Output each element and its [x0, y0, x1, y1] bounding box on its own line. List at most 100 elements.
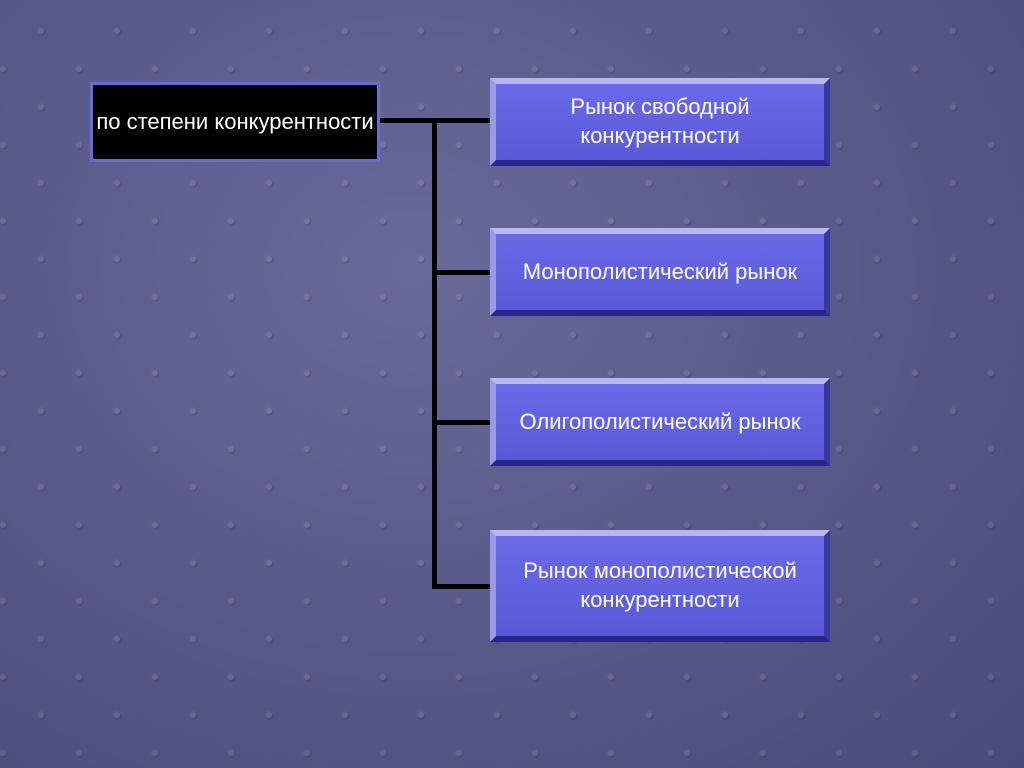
bg-dot [494, 712, 500, 718]
bg-dot [304, 66, 310, 72]
bg-dot [912, 142, 918, 148]
bg-dot [418, 484, 424, 490]
bg-dot [722, 180, 728, 186]
bg-dot [76, 142, 82, 148]
bg-dot [380, 218, 386, 224]
bg-dot [114, 332, 120, 338]
bg-dot [76, 674, 82, 680]
bg-dot [304, 674, 310, 680]
bg-dot [76, 218, 82, 224]
bg-dot [950, 28, 956, 34]
bg-dot [836, 522, 842, 528]
bg-dot [874, 408, 880, 414]
bg-dot [266, 712, 272, 718]
bg-dot [228, 218, 234, 224]
bg-dot [152, 66, 158, 72]
bg-dot [266, 636, 272, 642]
bg-dot [494, 484, 500, 490]
bg-dot [266, 28, 272, 34]
bg-dot [380, 674, 386, 680]
bg-dot [380, 294, 386, 300]
connector-branch-1 [432, 270, 490, 275]
bg-dot [38, 408, 44, 414]
bg-dot [190, 712, 196, 718]
bg-dot [646, 28, 652, 34]
bg-dot [0, 294, 6, 300]
bg-dot [304, 218, 310, 224]
bg-dot [950, 408, 956, 414]
bg-dot [570, 180, 576, 186]
bg-dot [950, 484, 956, 490]
bg-dot [494, 28, 500, 34]
bg-dot [456, 674, 462, 680]
bg-dot [38, 560, 44, 566]
bg-dot [798, 484, 804, 490]
bg-dot [988, 674, 994, 680]
bg-dot [608, 522, 614, 528]
bg-dot [76, 294, 82, 300]
bg-dot [646, 180, 652, 186]
bg-dot [836, 446, 842, 452]
bg-dot [532, 370, 538, 376]
bg-dot [76, 66, 82, 72]
bg-dot [152, 218, 158, 224]
child-box-0: Рынок свободной конкурентности [490, 78, 830, 166]
bg-dot [38, 28, 44, 34]
bg-dot [114, 408, 120, 414]
bg-dot [950, 712, 956, 718]
bg-dot [266, 560, 272, 566]
bg-dot [304, 522, 310, 528]
bg-dot [874, 28, 880, 34]
bg-dot [456, 142, 462, 148]
bg-dot [114, 636, 120, 642]
bg-dot [608, 674, 614, 680]
bg-dot [874, 636, 880, 642]
bg-dot [342, 28, 348, 34]
bg-dot [342, 408, 348, 414]
bg-dot [342, 712, 348, 718]
bg-dot [912, 446, 918, 452]
bg-dot [38, 332, 44, 338]
bg-dot [0, 522, 6, 528]
bg-dot [418, 180, 424, 186]
bg-dot [988, 294, 994, 300]
bg-dot [114, 256, 120, 262]
bg-dot [950, 180, 956, 186]
bg-dot [152, 674, 158, 680]
bg-dot [798, 180, 804, 186]
bg-dot [0, 66, 6, 72]
bg-dot [760, 66, 766, 72]
bg-dot [494, 332, 500, 338]
bg-dot [76, 370, 82, 376]
bg-dot [190, 560, 196, 566]
bg-dot [76, 598, 82, 604]
bg-dot [114, 28, 120, 34]
bg-dot [494, 180, 500, 186]
bg-dot [912, 674, 918, 680]
bg-dot [646, 332, 652, 338]
bg-dot [342, 636, 348, 642]
bg-dot [722, 28, 728, 34]
bg-dot [0, 370, 6, 376]
bg-dot [760, 370, 766, 376]
bg-dot [152, 370, 158, 376]
bg-dot [836, 750, 842, 756]
bg-dot [0, 142, 6, 148]
bg-dot [988, 446, 994, 452]
connector-branch-0 [432, 118, 490, 123]
bg-dot [190, 180, 196, 186]
bg-dot [988, 598, 994, 604]
bg-dot [874, 180, 880, 186]
child-box-2: Олигополистический рынок [490, 378, 830, 466]
slide-canvas: по степени конкурентностиРынок свободной… [0, 0, 1024, 768]
bg-dot [722, 332, 728, 338]
bg-dot [798, 712, 804, 718]
bg-dot [418, 28, 424, 34]
bg-dot [418, 712, 424, 718]
bg-dot [570, 28, 576, 34]
bg-dot [266, 180, 272, 186]
bg-dot [304, 294, 310, 300]
bg-dot [760, 674, 766, 680]
bg-dot [912, 750, 918, 756]
bg-dot [190, 28, 196, 34]
